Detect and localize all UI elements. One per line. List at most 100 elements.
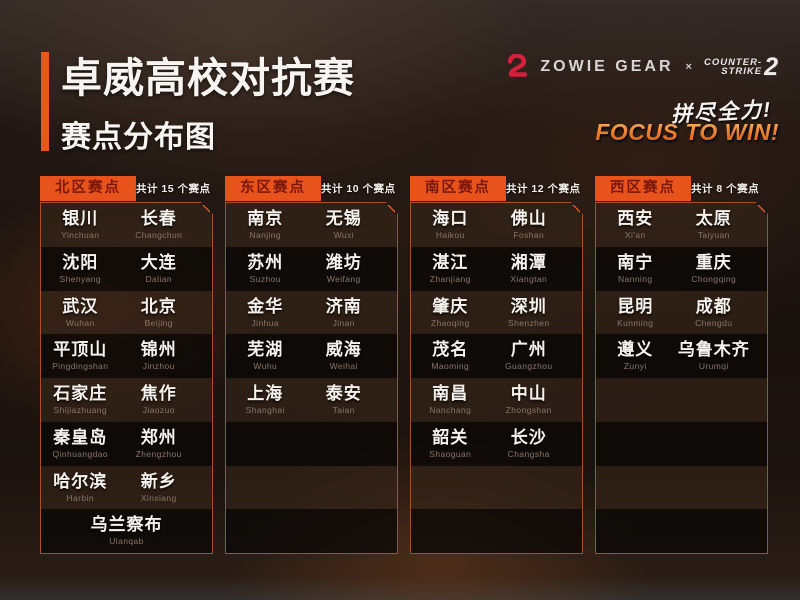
region-count-label: 共计 12 个赛点 <box>506 183 581 195</box>
city-row <box>226 422 397 466</box>
region-tag: 南区赛点 <box>410 176 506 201</box>
city-row <box>596 466 767 510</box>
city-row: 南昌 Nanchang 中山 Zhongshan <box>411 378 582 422</box>
city-haikou: 海口 Haikou <box>411 210 490 240</box>
city-name-pinyin: Zhengzhou <box>135 448 182 459</box>
city-name-cn: 苏州 <box>247 252 284 272</box>
region-south: 南区赛点 共计 12 个赛点海口 Haikou 佛山 Foshan 湛江 Zhanjiang… <box>410 176 583 554</box>
city-row: 昆明 Kunming 成都 Chengdu <box>596 291 767 335</box>
regions: 北区赛点 共计 15 个赛点 银川 Yinchuan 长春 Changchun 沈阳 Shen… <box>40 176 768 554</box>
city-name-cn: 大连 <box>140 252 177 272</box>
city-name-cn: 沈阳 <box>62 252 99 272</box>
page-subtitle: 赛点分布图 <box>61 121 216 154</box>
city-maoming: 茂名 Maoming <box>411 341 490 371</box>
city-row <box>596 509 767 553</box>
city-chongqing: 重庆 Chongqing <box>675 254 754 284</box>
city-name-cn: 海口 <box>432 209 469 229</box>
city-qinhuangdao: 秦皇岛 Qinhuangdao <box>41 429 120 459</box>
city-dalian: 大连 Dalian <box>120 254 199 284</box>
city-name-pinyin: Shanghai <box>245 405 285 416</box>
city-name-cn: 武汉 <box>62 296 99 316</box>
city-name-pinyin: Guangzhou <box>504 361 553 372</box>
city-beijing: 北京 Beijing <box>120 298 199 328</box>
city-name-cn: 广州 <box>510 340 547 360</box>
city-ulanqab: 乌兰察布 Ulanqab <box>41 516 212 546</box>
city-name-pinyin: Shijiazhuang <box>53 405 107 416</box>
city-name-cn: 秦皇岛 <box>53 427 108 447</box>
city-name-cn: 郑州 <box>140 427 177 447</box>
city-name-cn: 南京 <box>247 209 284 229</box>
city-taiyuan: 太原 Taiyuan <box>675 210 754 240</box>
city-row <box>226 509 397 553</box>
city-xinxiang: 新乡 Xinxiang <box>120 473 199 503</box>
city-row <box>226 466 397 510</box>
city-row: 武汉 Wuhan 北京 Beijing <box>41 291 212 335</box>
city-shenyang: 沈阳 Shenyang <box>41 254 120 284</box>
region-west: 西区赛点 共计 8 个赛点 西安 Xi'an 太原 Taiyuan 南宁 Nanning 重庆 C… <box>595 176 768 554</box>
city-name-cn: 昆明 <box>617 296 654 316</box>
city-name-pinyin: Yinchuan <box>61 230 100 241</box>
city-name-cn: 南昌 <box>432 384 469 404</box>
city-row: 银川 Yinchuan 长春 Changchun <box>41 203 212 247</box>
city-row: 沈阳 Shenyang 大连 Dalian <box>41 247 212 291</box>
region-north: 北区赛点 共计 15 个赛点 银川 Yinchuan 长春 Changchun 沈阳 Shen… <box>40 176 213 554</box>
city-nanchang: 南昌 Nanchang <box>411 385 490 415</box>
city-jinzhou: 锦州 Jinzhou <box>120 341 199 371</box>
city-name-pinyin: Haikou <box>435 230 465 241</box>
city-jiaozuo: 焦作 Jiaozuo <box>120 385 199 415</box>
city-name-cn: 无锡 <box>325 209 362 229</box>
corner-accent-icon <box>202 205 210 213</box>
city-suzhou: 苏州 Suzhou <box>226 254 305 284</box>
zowie-gear-wordmark: ZOWIE GEAR <box>540 58 674 75</box>
city-row: 西安 Xi'an 太原 Taiyuan <box>596 203 767 247</box>
city-name-pinyin: Changsha <box>507 448 550 459</box>
city-name-cn: 焦作 <box>140 384 177 404</box>
city-name-pinyin: Harbin <box>66 492 94 503</box>
zowie-logo-icon <box>508 54 528 77</box>
city-row: 石家庄 Shijiazhuang 焦作 Jiaozuo <box>41 378 212 422</box>
city-name-pinyin: Nanning <box>618 273 653 284</box>
city-name-pinyin: Ulanqab <box>109 536 144 547</box>
city-row: 乌兰察布 Ulanqab <box>41 509 212 553</box>
city-name-cn: 威海 <box>325 340 362 360</box>
city-name-cn: 成都 <box>695 296 732 316</box>
city-row: 韶关 Shaoguan 长沙 Changsha <box>411 422 582 466</box>
collab-x-separator: × <box>685 61 692 73</box>
city-row: 苏州 Suzhou 潍坊 Weifang <box>226 247 397 291</box>
city-nanjing: 南京 Nanjing <box>226 210 305 240</box>
city-changchun: 长春 Changchun <box>120 210 199 240</box>
city-urumqi: 乌鲁木齐 Urumqi <box>675 341 754 371</box>
city-name-pinyin: Wuhu <box>253 361 278 372</box>
region-tag: 东区赛点 <box>225 176 321 201</box>
city-name-cn: 长沙 <box>510 427 547 447</box>
counter-strike-2-logo: COUNTER- STRIKE 2 <box>703 55 778 80</box>
city-name-cn: 深圳 <box>510 296 547 316</box>
city-name-pinyin: Beijing <box>144 317 173 328</box>
city-name-pinyin: Urumqi <box>698 361 729 372</box>
city-name-pinyin: Shenzhen <box>508 317 550 328</box>
city-name-pinyin: Nanchang <box>429 405 472 416</box>
cs-word-line1: COUNTER- <box>703 57 763 68</box>
city-name-cn: 泰安 <box>325 384 362 404</box>
city-row: 秦皇岛 Qinhuangdao 郑州 Zhengzhou <box>41 422 212 466</box>
city-name-cn: 北京 <box>140 296 177 316</box>
city-kunming: 昆明 Kunming <box>596 298 675 328</box>
region-panel: 海口 Haikou 佛山 Foshan 湛江 Zhanjiang 湘潭 Xiangtan 肇庆 Z… <box>410 202 583 554</box>
slogan-english: FOCUS TO WIN! <box>595 119 779 145</box>
city-name-cn: 锦州 <box>140 340 177 360</box>
city-name-pinyin: Weifang <box>326 273 361 284</box>
city-name-cn: 乌鲁木齐 <box>677 340 750 360</box>
region-header: 北区赛点 共计 15 个赛点 <box>40 176 213 201</box>
city-nanning: 南宁 Nanning <box>596 254 675 284</box>
city-name-pinyin: Weihai <box>329 361 358 372</box>
brand-row: ZOWIE GEAR × COUNTER- STRIKE 2 <box>505 52 778 82</box>
city-xiangtan: 湘潭 Xiangtan <box>490 254 569 284</box>
city-row <box>411 509 582 553</box>
city-name-cn: 新乡 <box>140 471 177 491</box>
city-name-cn: 石家庄 <box>53 384 108 404</box>
city-zhaoqing: 肇庆 Zhaoqing <box>411 298 490 328</box>
city-name-pinyin: Zhongshan <box>505 405 552 416</box>
city-row: 海口 Haikou 佛山 Foshan <box>411 203 582 247</box>
city-name-cn: 西安 <box>617 209 654 229</box>
cs-word-line2: STRIKE <box>721 66 763 77</box>
